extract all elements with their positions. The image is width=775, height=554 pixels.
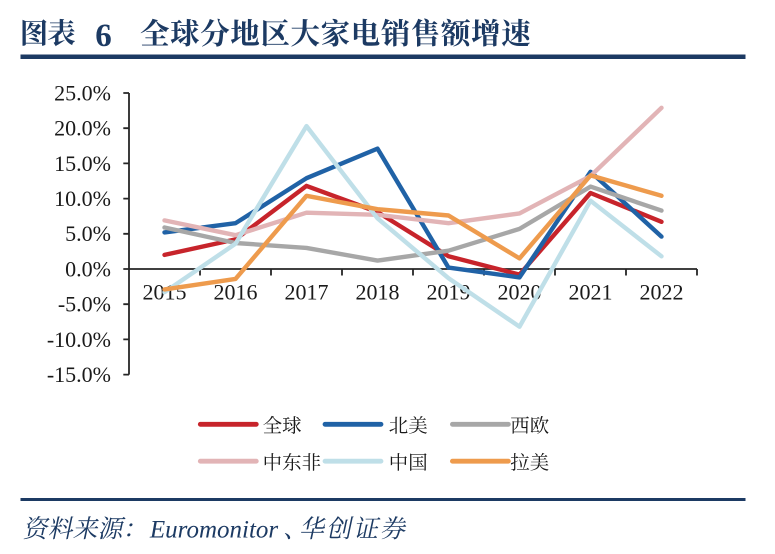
svg-text:2021: 2021	[569, 280, 613, 305]
svg-text:-10.0%: -10.0%	[47, 327, 111, 352]
svg-text:5.0%: 5.0%	[65, 221, 111, 246]
svg-text:Euromonitor: Euromonitor	[149, 516, 279, 543]
svg-text:0.0%: 0.0%	[65, 256, 111, 281]
svg-text:2019: 2019	[427, 280, 471, 305]
svg-text:20.0%: 20.0%	[54, 116, 111, 141]
svg-text:2016: 2016	[214, 280, 258, 305]
svg-text:-15.0%: -15.0%	[47, 362, 111, 387]
svg-text:15.0%: 15.0%	[54, 151, 111, 176]
svg-text:-5.0%: -5.0%	[58, 292, 111, 317]
svg-text:2018: 2018	[356, 280, 400, 305]
svg-text:10.0%: 10.0%	[54, 186, 111, 211]
svg-text:2017: 2017	[285, 280, 329, 305]
svg-text:6: 6	[95, 18, 112, 54]
svg-text:2022: 2022	[640, 280, 684, 305]
svg-text:25.0%: 25.0%	[54, 80, 111, 105]
